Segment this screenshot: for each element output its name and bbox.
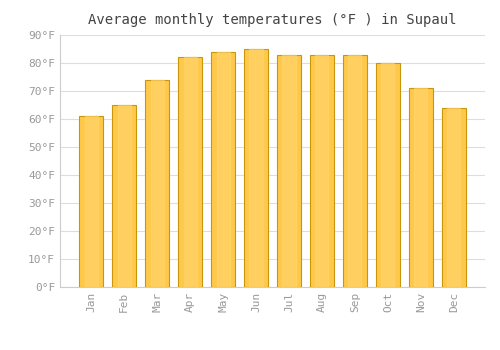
Bar [146, 80, 169, 287]
Bar [414, 88, 428, 287]
Title: Average monthly temperatures (°F ) in Supaul: Average monthly temperatures (°F ) in Su… [88, 13, 457, 27]
Bar [80, 116, 103, 287]
Bar [442, 108, 466, 287]
Bar [216, 52, 230, 287]
Bar [250, 49, 262, 287]
Bar [178, 57, 202, 287]
Bar [282, 55, 296, 287]
Bar [448, 108, 460, 287]
Bar [184, 57, 196, 287]
Bar [112, 105, 136, 287]
Bar [348, 55, 362, 287]
Bar [211, 52, 235, 287]
Bar [244, 49, 268, 287]
Bar [376, 63, 400, 287]
Bar [316, 55, 328, 287]
Bar [277, 55, 301, 287]
Bar [150, 80, 164, 287]
Bar [382, 63, 394, 287]
Bar [343, 55, 367, 287]
Bar [310, 55, 334, 287]
Bar [84, 116, 98, 287]
Bar [409, 88, 432, 287]
Bar [118, 105, 130, 287]
